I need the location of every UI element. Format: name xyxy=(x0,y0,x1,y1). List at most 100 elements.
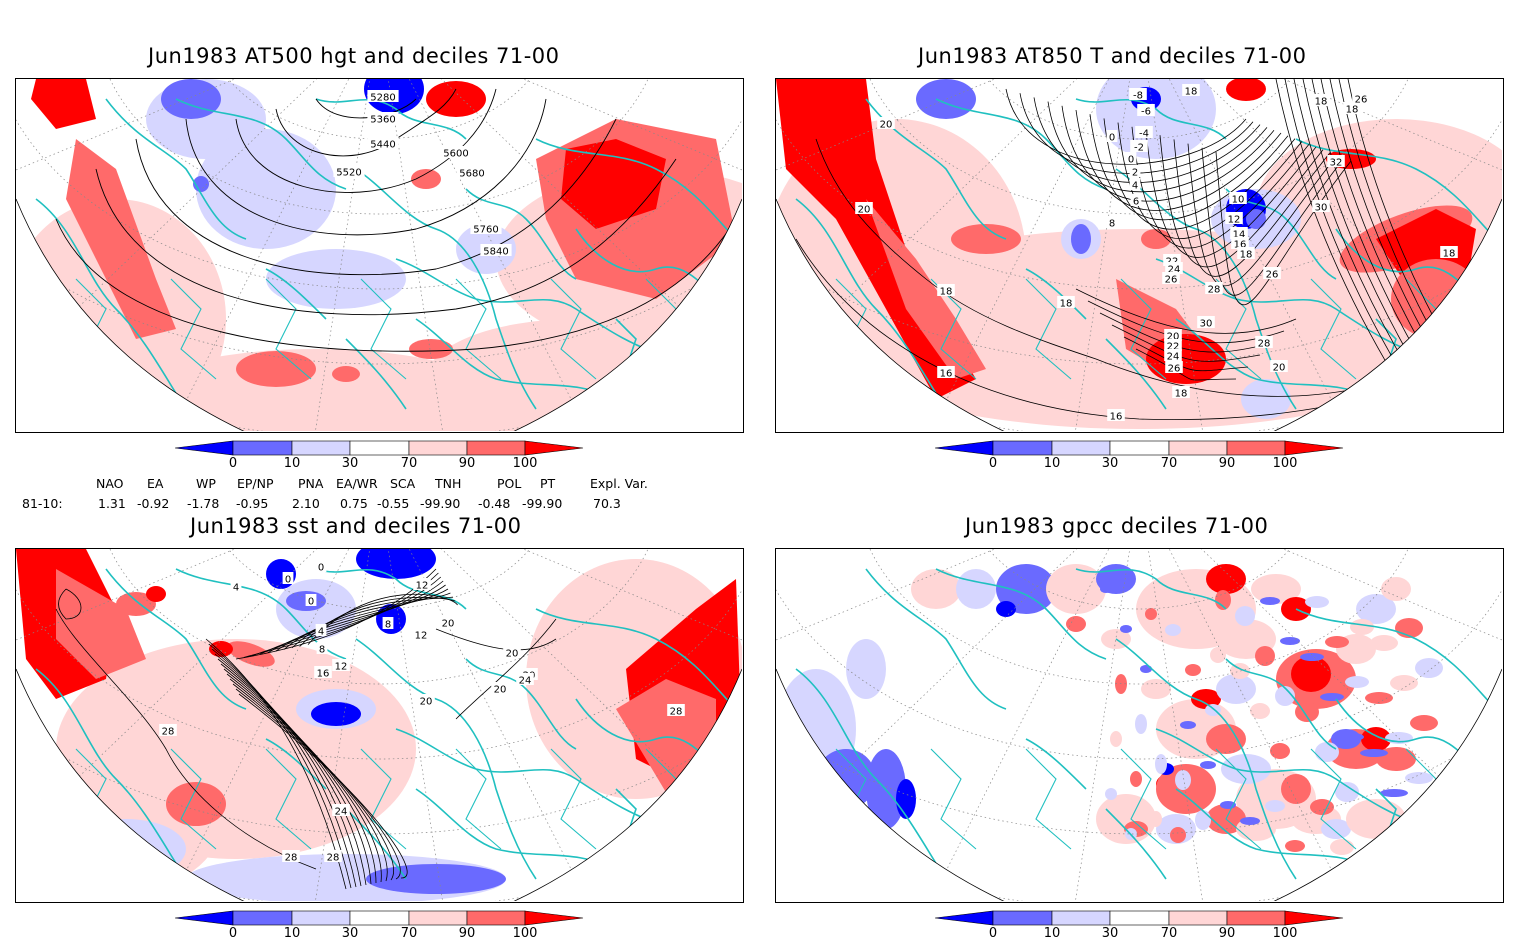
longitude-gridline xyxy=(16,549,380,901)
svg-text:28: 28 xyxy=(327,853,340,864)
contour-label: 24 xyxy=(516,673,534,687)
border-line xyxy=(170,278,217,380)
decile-area xyxy=(1375,838,1403,858)
coastline xyxy=(465,188,577,280)
contour-line xyxy=(1019,93,1254,174)
decile-area xyxy=(1120,625,1132,633)
coastline xyxy=(1155,258,1437,360)
contour-line xyxy=(267,584,446,653)
svg-text:4: 4 xyxy=(1132,181,1138,192)
decile-area xyxy=(1405,772,1433,784)
colorbar-segment xyxy=(349,910,410,926)
contour-label: 26 xyxy=(1263,267,1281,281)
contour-label: 2 xyxy=(1129,165,1141,179)
latitude-gridline xyxy=(855,549,1423,685)
coastline xyxy=(105,98,247,240)
coastline xyxy=(175,98,347,190)
svg-text:2: 2 xyxy=(1132,168,1138,179)
contour-label: 28 xyxy=(324,850,342,864)
map-boundary xyxy=(16,198,742,431)
border-line xyxy=(1215,278,1262,380)
decile-area xyxy=(1410,715,1438,731)
colorbar-segment xyxy=(291,910,351,926)
contour-line xyxy=(55,608,317,870)
contour-line xyxy=(1302,79,1424,380)
border-line xyxy=(170,748,217,850)
contour-label: 5280 xyxy=(367,90,399,104)
svg-text:20: 20 xyxy=(442,619,455,630)
coastline xyxy=(1075,568,1227,610)
colorbar-segment xyxy=(1051,440,1111,456)
contour-line xyxy=(55,218,737,352)
svg-text:16: 16 xyxy=(1234,240,1247,251)
colorbar-segment xyxy=(1226,910,1286,926)
contour-line xyxy=(223,668,377,884)
coastline xyxy=(865,568,1007,710)
contour-label: 20 xyxy=(855,202,873,216)
decile-area xyxy=(1310,799,1334,815)
colorbar-segment xyxy=(408,910,468,926)
colorbar-segment xyxy=(1168,440,1228,456)
contour-line xyxy=(1159,135,1324,268)
coastline xyxy=(1025,738,1087,790)
decile-area xyxy=(1345,676,1369,688)
coastline xyxy=(395,258,677,360)
decile-area xyxy=(1241,379,1291,419)
panel-title-sst: Jun1983 sst and deciles 71-00 xyxy=(190,514,522,538)
decile-area xyxy=(1291,656,1331,692)
colorbar-t850: 0 10 30 70 90 100 xyxy=(935,438,1345,476)
map-domain xyxy=(16,549,742,901)
svg-text:26: 26 xyxy=(1165,275,1178,286)
svg-text:16: 16 xyxy=(940,369,953,380)
svg-text:0: 0 xyxy=(308,597,314,608)
svg-text:30: 30 xyxy=(1200,319,1213,330)
contour-label: 16 xyxy=(314,666,332,680)
contour-line xyxy=(1201,147,1345,296)
index-header: Expl. Var. xyxy=(590,476,648,491)
contour-label: 22 xyxy=(1164,339,1182,353)
contour-line xyxy=(235,568,437,660)
contour-label: 28 xyxy=(1205,282,1223,296)
decile-area xyxy=(1350,619,1374,635)
decile-area xyxy=(1046,564,1106,614)
longitude-gridline xyxy=(776,79,1140,431)
index-value: 2.10 xyxy=(292,496,320,511)
contour-label: 4 xyxy=(230,580,242,594)
longitude-gridline xyxy=(16,79,380,431)
coastline xyxy=(35,198,187,410)
index-value: 1.31 xyxy=(98,496,126,511)
border-line xyxy=(265,748,312,850)
longitude-gridline xyxy=(16,549,380,901)
index-value: 70.3 xyxy=(593,496,621,511)
decile-area xyxy=(1140,665,1152,673)
coastline xyxy=(1105,808,1167,880)
svg-text:5360: 5360 xyxy=(370,115,395,126)
colorbar-tick-label: 10 xyxy=(1043,456,1061,471)
svg-text:0: 0 xyxy=(1128,155,1134,166)
decile-area xyxy=(1170,827,1186,843)
decile-area xyxy=(916,79,976,119)
contour-line xyxy=(235,688,401,880)
colorbar-tick-label: 30 xyxy=(1101,926,1119,941)
colorbar-segment xyxy=(1226,440,1286,456)
contour-label: 5600 xyxy=(440,146,472,160)
svg-text:-8: -8 xyxy=(1133,91,1143,102)
map-hgt: 5280 5360 5440 5520 5600 5680 5760 5840 xyxy=(16,79,742,431)
map-panel-hgt: 5280 5360 5440 5520 5600 5680 5760 5840 xyxy=(15,78,744,433)
decile-area xyxy=(1370,635,1398,651)
contour-label: 4 xyxy=(315,624,327,638)
svg-text:18: 18 xyxy=(1315,97,1328,108)
svg-text:6: 6 xyxy=(1133,197,1139,208)
decile-area xyxy=(1265,800,1285,812)
colorbar-tick-label: 70 xyxy=(1160,456,1178,471)
decile-area xyxy=(1155,754,1167,774)
svg-text:28: 28 xyxy=(1258,339,1271,350)
contour-label: 4 xyxy=(1129,178,1141,192)
decile-area xyxy=(116,592,156,616)
contour-line xyxy=(1061,105,1275,202)
decile-area xyxy=(332,366,360,382)
border-line xyxy=(1215,748,1262,850)
coastline xyxy=(1295,138,1497,240)
svg-text:14: 14 xyxy=(1233,230,1246,241)
decile-area xyxy=(1360,749,1388,757)
